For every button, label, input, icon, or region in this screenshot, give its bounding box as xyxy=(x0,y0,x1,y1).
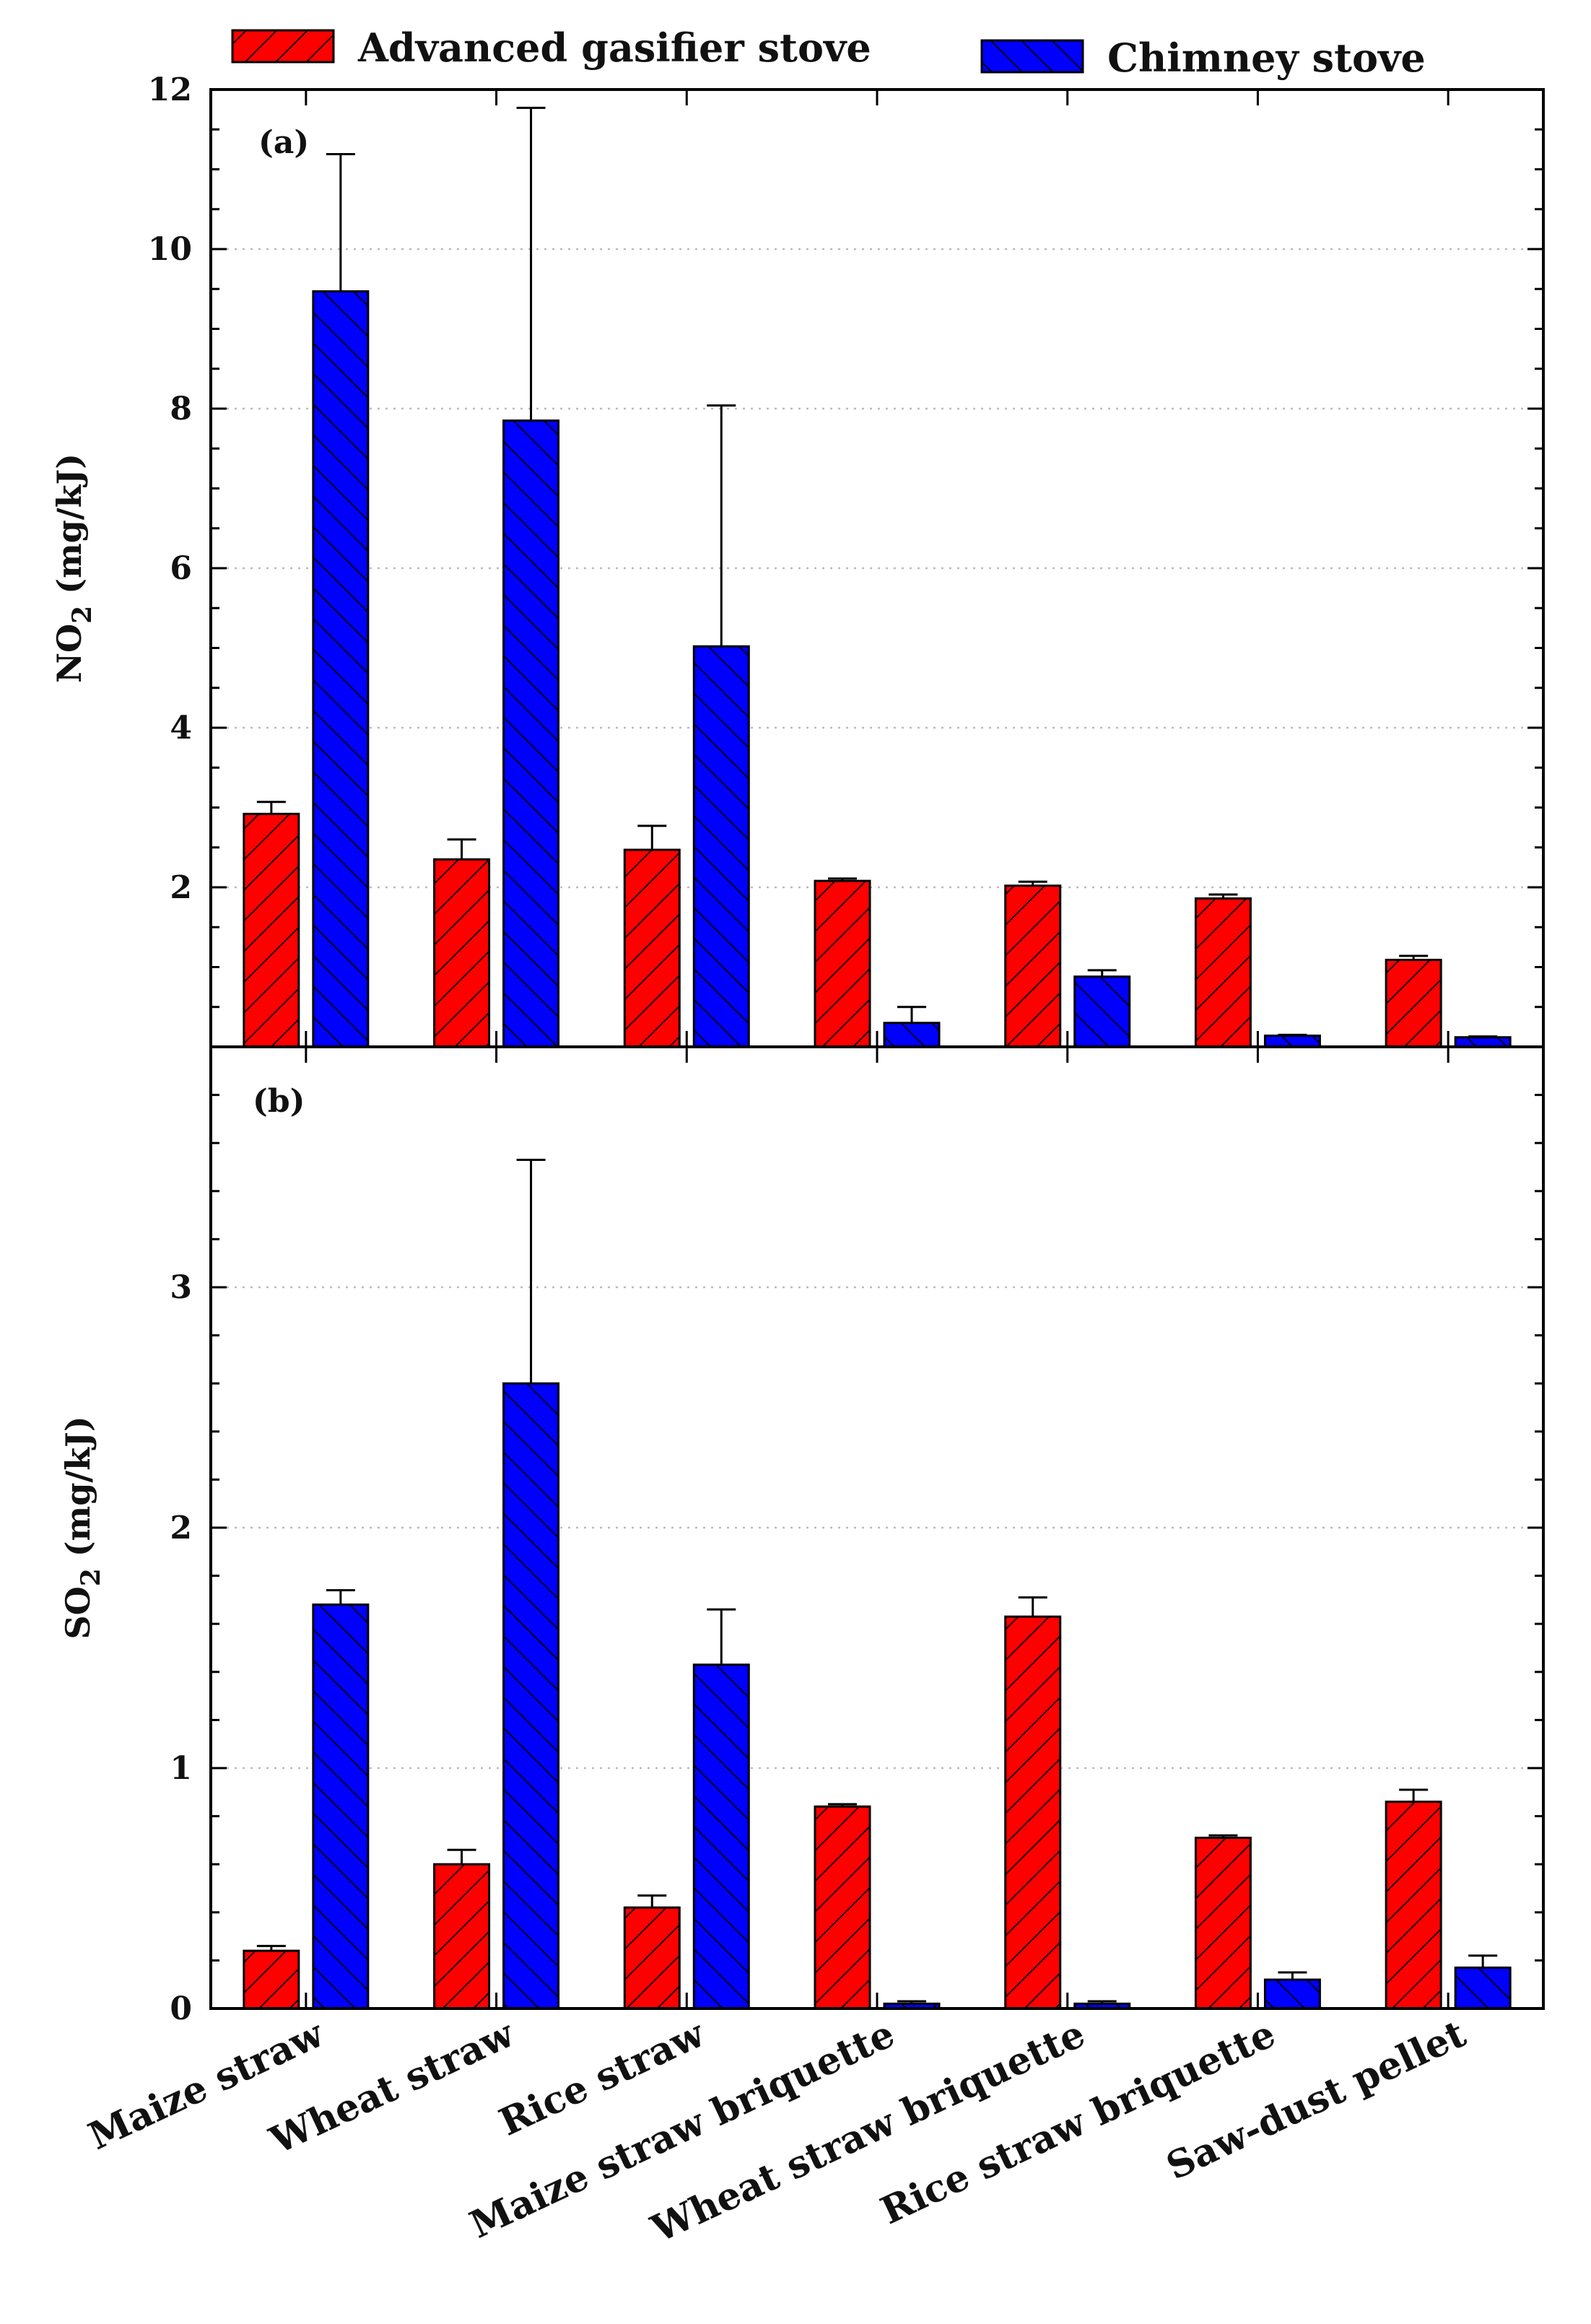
bar-b-chimney-6 xyxy=(1454,1966,1512,2010)
legend-label-chimney: Chimney stove xyxy=(1107,35,1426,81)
bar-a-chimney-0 xyxy=(312,290,370,1048)
legend-label-advanced-gasifier: Advanced gasifier stove xyxy=(357,25,871,71)
bar-b-advanced-gasifier-6 xyxy=(1385,1801,1442,2010)
bars-b xyxy=(243,1159,1512,2010)
bar-a-chimney-3 xyxy=(883,1022,941,1048)
ticks-a: 2 4 6 8 10 12 xyxy=(148,71,1543,1048)
legend: Advanced gasifier stove Chimney stove xyxy=(231,25,1426,81)
y-tick-label-a: 8 xyxy=(170,391,192,427)
bar-a-advanced-gasifier-4 xyxy=(1004,884,1062,1048)
grid-a xyxy=(211,248,1543,889)
y-tick-label-b: 1 xyxy=(170,1750,192,1787)
y-axis-title-a: NO2 (mg/kJ) xyxy=(50,453,97,683)
bar-b-chimney-1 xyxy=(502,1382,560,2010)
panel-label-a: (a) xyxy=(258,124,309,161)
bar-b-advanced-gasifier-2 xyxy=(623,1906,681,2010)
grid-b xyxy=(211,1286,1543,1770)
bar-b-chimney-2 xyxy=(692,1663,750,2010)
y-tick-label-a: 10 xyxy=(148,231,192,268)
bars-a xyxy=(243,106,1512,1048)
y-tick-label-a: 6 xyxy=(170,550,192,587)
y-axis-title-b: SO2 (mg/kJ) xyxy=(58,1416,106,1639)
y-tick-label-b: 2 xyxy=(170,1510,192,1546)
y-tick-label-a: 12 xyxy=(148,71,192,108)
bar-a-advanced-gasifier-3 xyxy=(814,879,871,1048)
bar-a-advanced-gasifier-6 xyxy=(1385,959,1442,1048)
ticks-b: 0 1 2 3 xyxy=(170,1045,1543,2027)
bar-a-advanced-gasifier-2 xyxy=(623,848,681,1048)
y-tick-label-a: 2 xyxy=(170,869,192,906)
y-tick-label-a: 4 xyxy=(170,710,192,747)
y-axis-title-b-main: SO xyxy=(58,1586,97,1639)
legend-swatch-advanced-gasifier xyxy=(231,29,335,64)
bar-b-advanced-gasifier-0 xyxy=(243,1949,300,2010)
bar-a-chimney-4 xyxy=(1073,975,1131,1048)
bar-b-advanced-gasifier-4 xyxy=(1004,1615,1062,2010)
bar-b-advanced-gasifier-3 xyxy=(814,1805,871,2010)
y-axis-title-a-sub: 2 xyxy=(67,606,97,624)
y-tick-label-b: 0 xyxy=(170,1990,192,2027)
y-axis-title-b-unit: (mg/kJ) xyxy=(58,1416,97,1568)
panel-label-b: (b) xyxy=(253,1083,305,1120)
bar-a-advanced-gasifier-0 xyxy=(243,812,300,1048)
bar-b-advanced-gasifier-5 xyxy=(1194,1837,1252,2010)
y-tick-label-b: 3 xyxy=(170,1269,192,1306)
bar-a-advanced-gasifier-1 xyxy=(433,858,491,1048)
bar-a-chimney-1 xyxy=(502,419,560,1048)
bar-b-chimney-0 xyxy=(312,1603,370,2010)
bar-a-chimney-5 xyxy=(1263,1035,1321,1048)
bar-a-chimney-2 xyxy=(692,645,750,1048)
bar-a-advanced-gasifier-5 xyxy=(1194,897,1252,1048)
y-axis-title-a-main: NO xyxy=(50,624,89,683)
bar-b-advanced-gasifier-1 xyxy=(433,1863,491,2010)
y-axis-title-a-unit: (mg/kJ) xyxy=(50,453,89,606)
legend-swatch-chimney xyxy=(980,39,1084,74)
y-axis-title-b-sub: 2 xyxy=(76,1568,106,1586)
bar-b-chimney-5 xyxy=(1263,1978,1321,2010)
